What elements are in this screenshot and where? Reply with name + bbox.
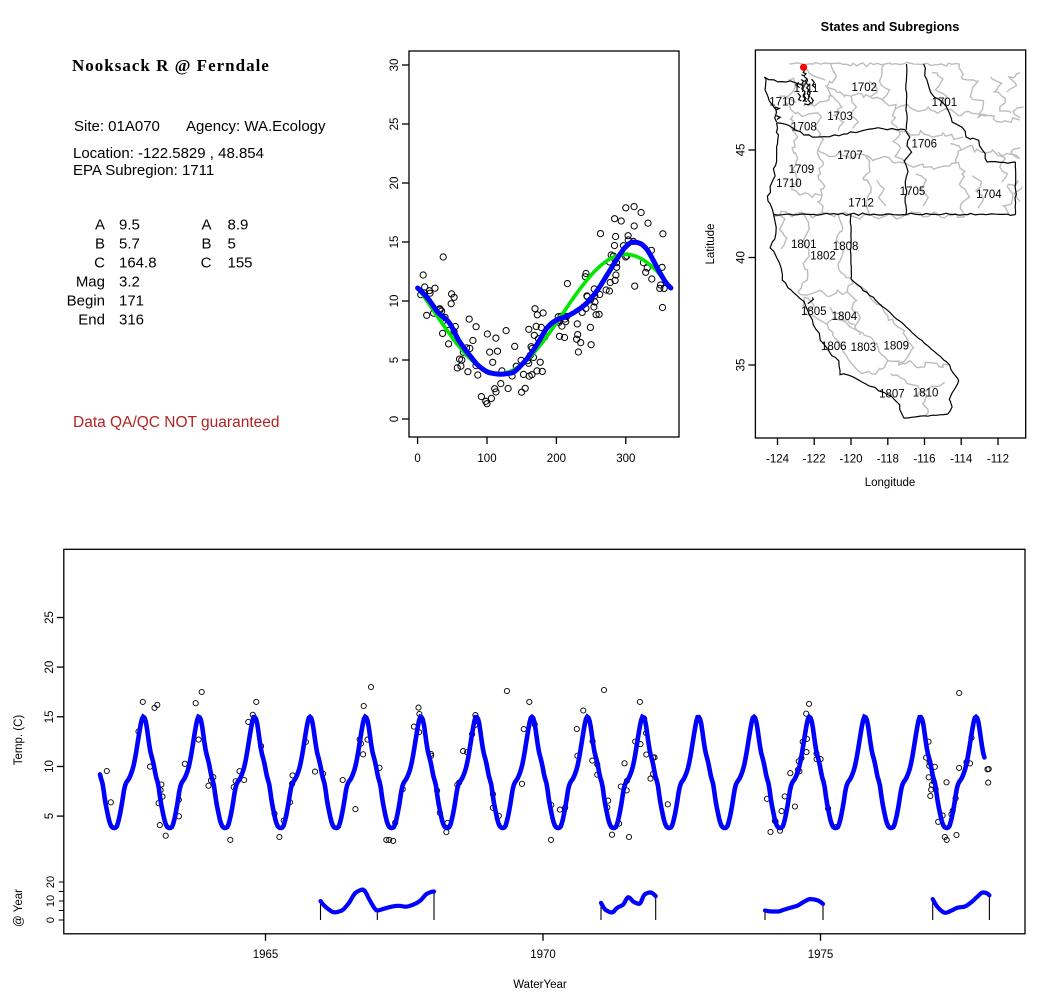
svg-text:10: 10 <box>44 760 56 773</box>
svg-text:EPA Subregion: 1711: EPA Subregion: 1711 <box>73 162 214 179</box>
svg-text:Agency: WA.Ecology: Agency: WA.Ecology <box>186 118 326 135</box>
svg-text:-114: -114 <box>950 454 973 466</box>
svg-text:1707: 1707 <box>837 150 863 162</box>
svg-text:35: 35 <box>735 359 747 372</box>
svg-text:9.5: 9.5 <box>119 217 140 234</box>
svg-text:Temp. (C): Temp. (C) <box>13 715 25 766</box>
svg-text:20: 20 <box>45 876 57 888</box>
svg-text:45: 45 <box>735 144 747 157</box>
svg-text:1970: 1970 <box>530 949 556 961</box>
svg-text:300: 300 <box>616 453 635 465</box>
svg-text:B: B <box>201 236 211 253</box>
svg-text:1708: 1708 <box>791 122 817 134</box>
svg-text:1710: 1710 <box>776 178 802 190</box>
svg-text:C: C <box>94 255 105 272</box>
svg-text:100: 100 <box>477 453 496 465</box>
svg-text:Location: -122.5829 , 48.854: Location: -122.5829 , 48.854 <box>73 145 264 162</box>
svg-text:1705: 1705 <box>900 186 926 198</box>
svg-text:40: 40 <box>735 251 747 264</box>
svg-text:1802: 1802 <box>810 251 836 263</box>
svg-text:Site: 01A070: Site: 01A070 <box>74 118 160 135</box>
svg-text:5.7: 5.7 <box>119 236 140 253</box>
svg-text:200: 200 <box>547 453 566 465</box>
svg-text:Data QA/QC NOT guaranteed: Data QA/QC NOT guaranteed <box>73 414 279 431</box>
svg-text:15: 15 <box>389 236 401 249</box>
svg-text:1965: 1965 <box>253 949 279 961</box>
svg-text:155: 155 <box>228 255 253 272</box>
svg-text:WaterYear: WaterYear <box>513 979 567 991</box>
svg-text:A: A <box>95 217 105 234</box>
svg-text:0: 0 <box>45 917 57 923</box>
svg-text:Nooksack R @ Ferndale: Nooksack R @ Ferndale <box>72 56 270 75</box>
svg-text:1701: 1701 <box>932 97 958 109</box>
svg-text:10: 10 <box>389 295 401 308</box>
svg-text:1808: 1808 <box>833 241 859 253</box>
svg-text:1804: 1804 <box>832 311 858 323</box>
svg-text:171: 171 <box>119 293 144 310</box>
svg-text:1706: 1706 <box>912 139 938 151</box>
svg-text:3.2: 3.2 <box>119 274 140 291</box>
svg-text:A: A <box>201 217 211 234</box>
svg-text:25: 25 <box>44 611 56 624</box>
svg-text:20: 20 <box>44 661 56 674</box>
svg-text:0: 0 <box>389 416 401 422</box>
svg-text:1810: 1810 <box>913 387 939 399</box>
svg-text:1806: 1806 <box>821 341 847 353</box>
svg-text:316: 316 <box>119 312 144 329</box>
svg-text:8.9: 8.9 <box>228 217 249 234</box>
svg-text:0: 0 <box>414 453 420 465</box>
svg-text:1801: 1801 <box>791 239 817 251</box>
svg-text:1704: 1704 <box>976 189 1002 201</box>
svg-text:5: 5 <box>44 813 56 819</box>
svg-text:25: 25 <box>389 118 401 131</box>
svg-text:-116: -116 <box>913 454 935 466</box>
svg-text:Latitude: Latitude <box>705 224 717 265</box>
svg-text:-120: -120 <box>839 454 862 466</box>
svg-text:30: 30 <box>389 59 401 72</box>
svg-text:End: End <box>78 312 105 329</box>
svg-text:20: 20 <box>389 177 401 190</box>
svg-text:1711: 1711 <box>794 83 819 95</box>
svg-text:-122: -122 <box>803 454 826 466</box>
svg-text:1807: 1807 <box>879 389 905 401</box>
svg-text:1975: 1975 <box>808 949 834 961</box>
svg-text:5: 5 <box>389 357 401 363</box>
svg-text:Begin: Begin <box>67 293 105 310</box>
svg-text:1712: 1712 <box>848 197 874 209</box>
svg-text:1809: 1809 <box>884 341 910 353</box>
svg-text:States and Subregions: States and Subregions <box>821 19 960 34</box>
svg-text:Mag: Mag <box>76 274 105 291</box>
svg-text:-124: -124 <box>766 454 790 466</box>
svg-text:1709: 1709 <box>789 164 815 176</box>
svg-text:1702: 1702 <box>852 82 878 94</box>
svg-text:1703: 1703 <box>827 111 853 123</box>
svg-text:@ Year: @ Year <box>13 889 25 927</box>
svg-text:1805: 1805 <box>801 306 827 318</box>
svg-text:C: C <box>201 255 212 272</box>
svg-text:164.8: 164.8 <box>119 255 157 272</box>
svg-text:15: 15 <box>44 710 56 723</box>
svg-text:-118: -118 <box>877 454 899 466</box>
svg-text:Longitude: Longitude <box>865 477 916 489</box>
svg-text:10: 10 <box>45 895 57 907</box>
svg-text:1803: 1803 <box>851 342 877 354</box>
svg-text:5: 5 <box>228 236 236 253</box>
svg-text:-112: -112 <box>987 454 1009 466</box>
svg-text:1710: 1710 <box>769 97 795 109</box>
svg-text:B: B <box>95 236 105 253</box>
